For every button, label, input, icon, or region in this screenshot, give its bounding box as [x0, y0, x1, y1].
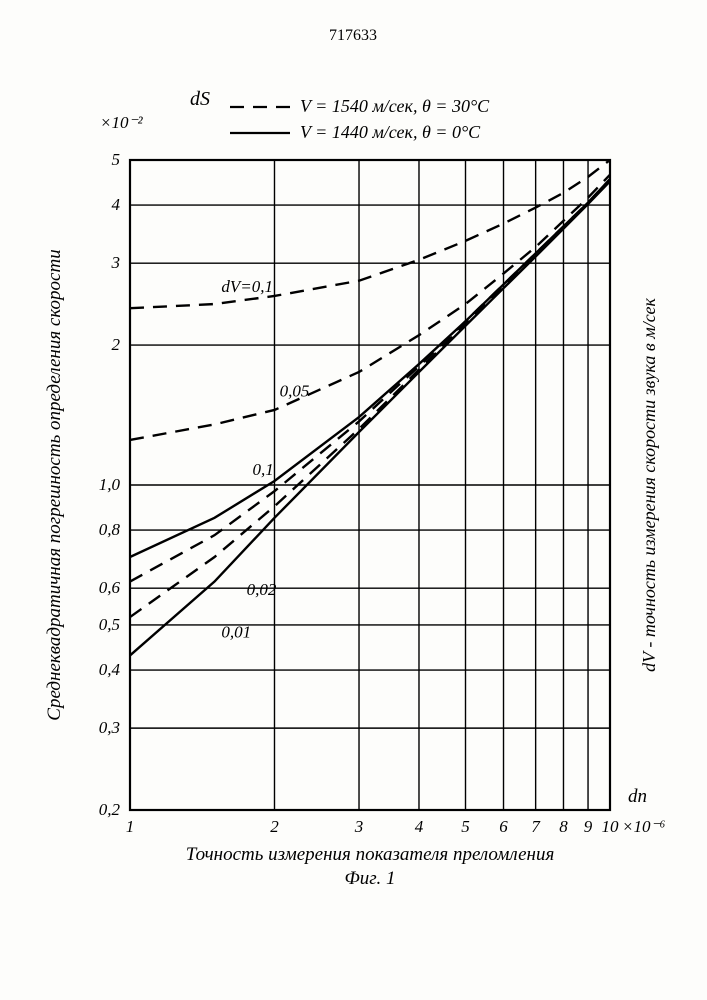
y-axis-title-left: Среднеквадратичная погрешность определен…	[44, 249, 65, 720]
y-tick-label: 0,8	[99, 520, 121, 539]
x-tick-label: 6	[499, 817, 508, 836]
y-tick-label: 1,0	[99, 475, 121, 494]
x-tick-label: 3	[354, 817, 364, 836]
curve-label: 0,02	[247, 580, 277, 599]
y-tick-label: 0,3	[99, 718, 120, 737]
figure-1-chart: 717633 1 2 3 4 5 6 789 10×10⁻⁶ dn 0,2 0,3 0,4 0,5 0,6 0…	[0, 0, 707, 1000]
x-unit-label: dn	[628, 786, 647, 807]
y-tick-label: 4	[112, 195, 121, 214]
x-axis-title: Точность измерения показателя преломлени…	[186, 844, 555, 865]
x-tick-label: 7	[531, 817, 541, 836]
y-tick-label: 5	[112, 150, 121, 169]
curve-label: dV=0,1	[221, 277, 273, 296]
legend-label: V = 1540 м/сек, θ = 30°С	[300, 96, 490, 116]
x-tick-label: 5	[461, 817, 470, 836]
doc-number: 717633	[329, 27, 377, 44]
x-tick-label: 8	[559, 817, 568, 836]
y-tick-label: 2	[112, 335, 121, 354]
y-exponent: ×10⁻²	[100, 113, 143, 132]
figure-caption: Фиг. 1	[345, 868, 396, 889]
x-exponent: ×10⁻⁶	[622, 817, 665, 836]
y-tick-label: 3	[111, 253, 121, 272]
x-tick-label: 1	[126, 817, 135, 836]
y-unit-label: dS	[190, 88, 210, 110]
legend-label: V = 1440 м/сек, θ = 0°С	[300, 122, 481, 142]
y-tick-label: 0,6	[99, 578, 121, 597]
x-tick-label: 9	[584, 817, 593, 836]
x-tick-label: 4	[415, 817, 424, 836]
y-tick-label: 0,2	[99, 800, 121, 819]
curve-label: 0,1	[253, 460, 274, 479]
curve-label: 0,05	[280, 382, 310, 401]
y-axis-title-right: dV - точность измерения скорости звука в…	[639, 298, 659, 672]
y-tick-label: 0,5	[99, 615, 120, 634]
x-tick-label: 2	[270, 817, 279, 836]
x-tick-label: 10	[602, 817, 620, 836]
y-tick-label: 0,4	[99, 660, 121, 679]
curve-label: 0,01	[221, 622, 251, 641]
